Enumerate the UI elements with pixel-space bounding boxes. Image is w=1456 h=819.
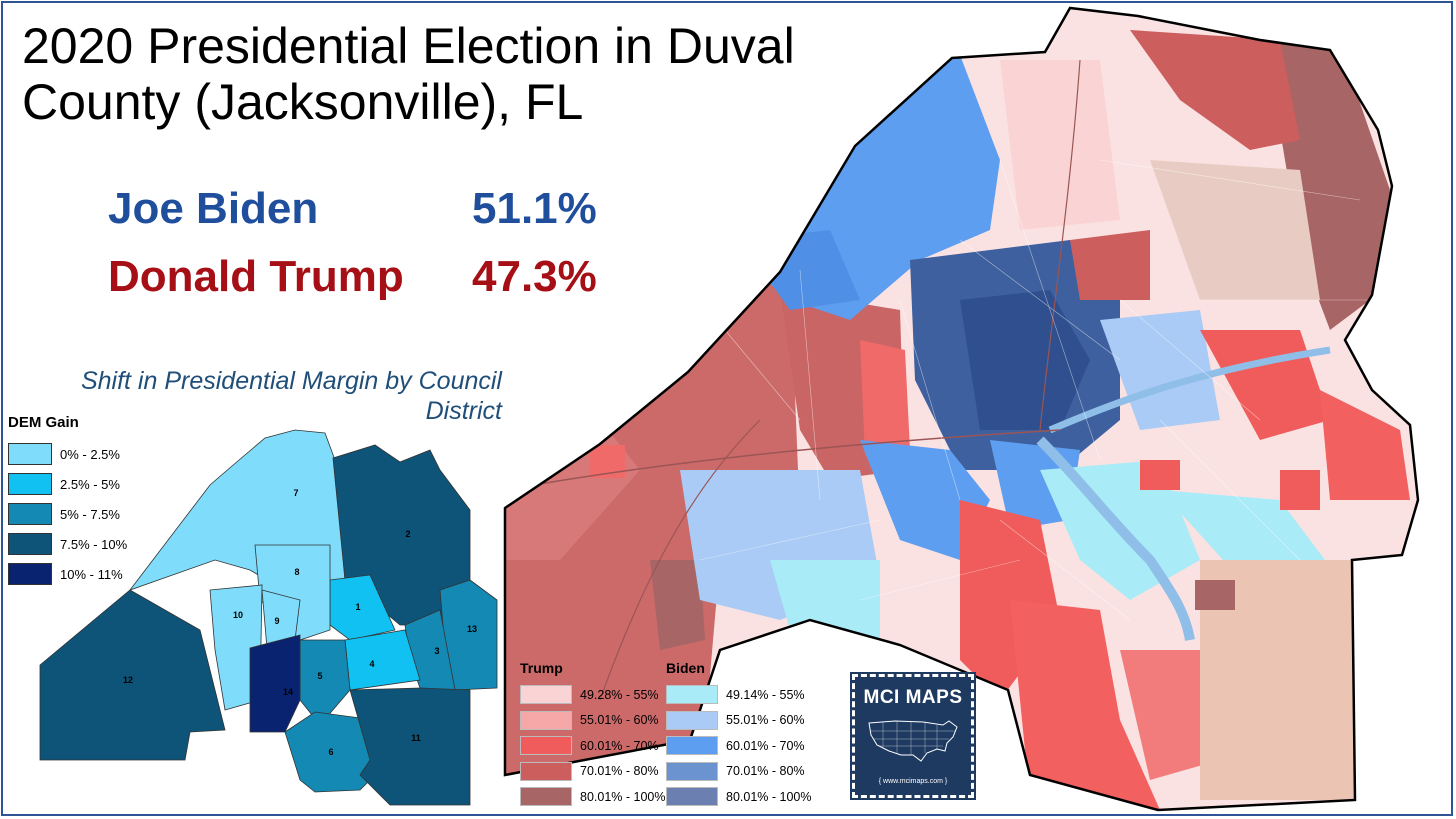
district-label: 3 [434, 646, 439, 656]
legend-item: 80.01% - 100% [666, 784, 816, 810]
district-label: 14 [283, 687, 293, 697]
legend-swatch [520, 761, 572, 781]
district-label: 8 [294, 567, 299, 577]
precinct-result-legend: Trump 49.28% - 55% 55.01% - 60% 60.01% -… [520, 660, 820, 810]
district-12 [39, 589, 226, 761]
legend-item: 49.28% - 55% [520, 682, 670, 708]
legend-label: 55.01% - 60% [726, 713, 805, 728]
legend-item: 10% - 11% [8, 559, 148, 589]
inset-map-title: Shift in Presidential Margin by Council … [80, 367, 502, 425]
legend-item: 5% - 7.5% [8, 499, 148, 529]
district-label: 6 [328, 747, 333, 757]
legend-item: 2.5% - 5% [8, 469, 148, 499]
district-label: 2 [405, 529, 410, 539]
legend-swatch [8, 443, 52, 465]
legend-label: 49.14% - 55% [726, 687, 805, 702]
legend-swatch [666, 685, 718, 705]
legend-label: 0% - 2.5% [60, 446, 120, 462]
usa-map-icon [868, 720, 958, 762]
legend-item: 70.01% - 80% [666, 759, 816, 785]
legend-label: 80.01% - 100% [726, 789, 812, 804]
district-label: 7 [293, 488, 298, 498]
legend-item: 55.01% - 60% [666, 708, 816, 734]
biden-legend-column: Biden 49.14% - 55% 55.01% - 60% 60.01% -… [666, 660, 816, 810]
district-label: 9 [274, 616, 279, 626]
trump-name: Donald Trump [108, 252, 404, 301]
legend-swatch [666, 761, 718, 781]
trump-percentage: 47.3% [472, 252, 597, 301]
legend-label: 5% - 7.5% [60, 506, 120, 522]
legend-item: 7.5% - 10% [8, 529, 148, 559]
legend-item: 0% - 2.5% [8, 439, 148, 469]
district-11 [349, 687, 471, 806]
biden-legend-title: Biden [666, 660, 705, 676]
legend-swatch [520, 787, 572, 807]
district-10 [209, 584, 263, 711]
logo-site: { www.mcimaps.com } [878, 778, 948, 785]
biden-name: Joe Biden [108, 184, 319, 233]
legend-swatch [666, 710, 718, 730]
district-5 [299, 639, 351, 726]
district-label: 10 [233, 610, 243, 620]
legend-swatch [520, 685, 572, 705]
legend-label: 10% - 11% [60, 566, 123, 582]
trump-legend-title: Trump [520, 660, 563, 676]
legend-item: 60.01% - 70% [666, 733, 816, 759]
legend-swatch [8, 473, 52, 495]
legend-swatch [520, 736, 572, 756]
district-label: 13 [467, 624, 477, 634]
legend-label: 80.01% - 100% [580, 789, 666, 804]
legend-swatch [520, 710, 572, 730]
legend-label: 60.01% - 70% [580, 738, 659, 753]
legend-swatch [8, 503, 52, 525]
legend-item: 60.01% - 70% [520, 733, 670, 759]
legend-item: 49.14% - 55% [666, 682, 816, 708]
district-label: 12 [123, 675, 133, 685]
district-label: 11 [411, 733, 421, 743]
legend-label: 7.5% - 10% [60, 536, 128, 552]
legend-label: 70.01% - 80% [580, 764, 659, 779]
legend-label: 49.28% - 55% [580, 687, 659, 702]
mci-maps-logo: MCI MAPS { www.mcimaps.com } [850, 672, 976, 800]
legend-swatch [8, 533, 52, 555]
trump-legend-column: Trump 49.28% - 55% 55.01% - 60% 60.01% -… [520, 660, 670, 810]
logo-brand: MCI MAPS [863, 687, 963, 708]
legend-label: 70.01% - 80% [726, 764, 805, 779]
legend-label: 55.01% - 60% [580, 713, 659, 728]
district-label: 4 [369, 659, 374, 669]
legend-item: 55.01% - 60% [520, 708, 670, 734]
district-label: 5 [317, 671, 322, 681]
district-14 [249, 634, 301, 733]
council-district-map: 12 7 2 13 3 1 4 8 10 9 5 14 6 11 [39, 429, 498, 806]
page-title: 2020 Presidential Election in Duval Coun… [22, 18, 795, 130]
legend-swatch [8, 563, 52, 585]
legend-label: 60.01% - 70% [726, 738, 805, 753]
dem-gain-legend-title: DEM Gain [8, 414, 79, 431]
legend-swatch [666, 736, 718, 756]
legend-item: 80.01% - 100% [520, 784, 670, 810]
legend-item: 70.01% - 80% [520, 759, 670, 785]
biden-percentage: 51.1% [472, 184, 597, 233]
legend-label: 2.5% - 5% [60, 476, 120, 492]
district-label: 1 [355, 602, 360, 612]
legend-swatch [666, 787, 718, 807]
dem-gain-legend: DEM Gain 0% - 2.5% 2.5% - 5% 5% - 7.5% 7… [8, 414, 148, 589]
